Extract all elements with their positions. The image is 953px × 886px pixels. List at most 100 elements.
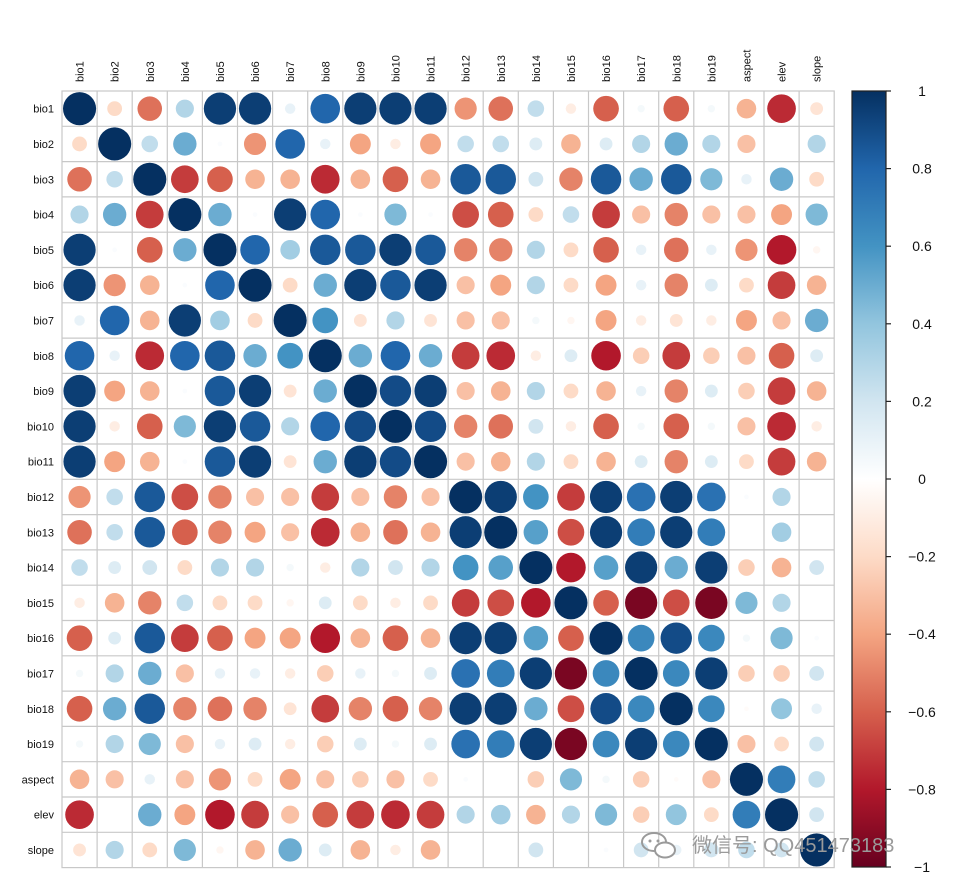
corr-circle-bio17-bio6	[249, 668, 261, 679]
corr-circle-bio6-bio3	[139, 275, 160, 295]
corr-circle-bio13-bio13	[484, 515, 518, 549]
corr-circle-bio1-bio4	[175, 99, 194, 118]
corr-circle-bio6-bio2	[103, 274, 126, 297]
corr-circle-bio18-bio18	[659, 692, 693, 726]
corr-circle-bio17-bio13	[486, 659, 515, 688]
corr-circle-elev-bio15	[561, 805, 581, 824]
colorbar-tick-label: 1	[918, 83, 926, 99]
corr-circle-bio3-bio7	[280, 169, 300, 190]
corr-circle-bio15-bio14	[521, 588, 551, 618]
corr-circle-bio12-bio8	[311, 483, 340, 511]
corr-circle-bio10-bio5	[203, 410, 237, 443]
corr-circle-bio16-bio13	[484, 622, 517, 655]
colorbar: 1 0.8 0.6 0.4 0.2 0 −0.2 −0.4 −0.6 −0.8 −1	[851, 83, 936, 875]
corr-circle-bio17-bio9	[355, 668, 366, 679]
corr-circle-bio16-slope	[814, 635, 819, 641]
corr-circle-bio15-bio2	[104, 593, 125, 613]
row-label-bio13: bio13	[27, 527, 54, 539]
corr-circle-bio6-bio5	[205, 270, 235, 300]
corr-circle-bio13-bio15	[557, 518, 585, 546]
corr-circle-bio10-bio10	[378, 409, 413, 443]
corr-circle-bio8-bio3	[135, 341, 165, 371]
row-label-bio19: bio19	[27, 739, 54, 751]
corr-circle-bio10-bio8	[310, 411, 341, 442]
corr-circle-bio15-bio16	[593, 590, 619, 616]
corr-circle-bio9-bio17	[635, 385, 647, 397]
col-label-bio16: bio16	[601, 55, 613, 82]
corr-circle-bio9-bio14	[526, 381, 545, 401]
corr-circle-bio7-elev	[772, 311, 791, 330]
corr-circle-bio16-bio12	[449, 622, 482, 655]
corr-circle-bio11-bio15	[563, 454, 579, 470]
corr-circle-elev-bio9	[346, 800, 375, 829]
corr-circle-bio19-bio13	[486, 730, 515, 758]
corr-circle-bio15-bio8	[318, 596, 332, 610]
corr-circle-elev-aspect	[732, 800, 761, 829]
corr-circle-bio5-bio5	[203, 233, 237, 267]
corr-circle-bio2-bio2	[98, 127, 132, 161]
corr-circle-bio8-elev	[768, 342, 795, 369]
row-label-bio5: bio5	[33, 245, 54, 257]
corr-circle-elev-bio10	[381, 800, 410, 829]
corr-circle-bio10-bio13	[488, 414, 514, 439]
colorbar-scale	[851, 90, 887, 868]
corr-circle-bio4-bio18	[664, 202, 688, 227]
corr-circle-bio3-bio6	[245, 169, 265, 190]
row-label-bio2: bio2	[33, 139, 54, 151]
circle-layer	[63, 92, 834, 867]
corr-circle-bio15-bio18	[662, 589, 690, 617]
corr-circle-slope-bio8	[318, 843, 332, 857]
corr-circle-bio9-bio10	[379, 375, 412, 407]
corr-circle-bio3-bio10	[382, 166, 409, 193]
corr-circle-bio12-bio1	[68, 485, 91, 509]
corr-circle-bio12-bio15	[557, 483, 585, 511]
corr-circle-bio14-bio18	[664, 555, 688, 580]
corr-circle-bio7-bio17	[635, 315, 647, 326]
corr-circle-bio9-aspect	[738, 382, 755, 400]
corr-circle-bio2-bio3	[141, 135, 159, 153]
corr-circle-bio7-bio5	[210, 310, 230, 331]
corr-circle-bio14-bio5	[210, 558, 230, 577]
corr-circle-bio18-bio17	[627, 695, 655, 723]
col-label-bio15: bio15	[566, 55, 578, 82]
col-label-bio13: bio13	[496, 55, 508, 82]
corr-circle-bio9-bio7	[283, 384, 297, 398]
corr-circle-bio12-bio18	[660, 480, 693, 514]
corr-circle-bio4-bio2	[102, 202, 127, 227]
corr-circle-bio17-bio8	[316, 665, 334, 682]
corr-circle-bio15-bio9	[352, 595, 368, 611]
corr-circle-bio16-bio8	[310, 623, 341, 653]
corr-circle-bio18-bio13	[484, 692, 517, 725]
corr-circle-bio19-bio16	[592, 730, 620, 758]
wechat-icon	[641, 832, 676, 859]
corr-circle-bio17-bio11	[424, 667, 437, 680]
colorbar-tick-label: −1	[914, 859, 930, 875]
corr-circle-bio11-bio1	[63, 445, 96, 478]
corr-circle-bio2-bio11	[420, 133, 442, 155]
corr-circle-bio1-bio7	[284, 103, 296, 114]
corr-circle-bio1-bio8	[310, 93, 341, 124]
corr-circle-bio1-bio15	[565, 103, 577, 114]
corr-circle-bio14-bio17	[625, 551, 658, 584]
corr-circle-bio13-bio16	[589, 516, 623, 549]
corr-circle-bio13-bio2	[106, 523, 123, 541]
corr-circle-bio11-bio16	[596, 451, 616, 472]
corr-circle-bio12-bio7	[281, 487, 300, 507]
corr-circle-bio17-bio5	[214, 668, 226, 679]
corr-circle-bio1-bio2	[107, 101, 123, 117]
corr-circle-bio10-bio19	[707, 422, 716, 431]
col-label-bio9: bio9	[355, 61, 367, 82]
corr-circle-bio16-bio10	[382, 625, 409, 651]
corr-circle-elev-bio7	[281, 805, 300, 824]
corr-circle-aspect-bio1	[69, 769, 90, 790]
corr-circle-bio13-bio19	[697, 518, 726, 547]
colorbar-tick-label: −0.6	[908, 704, 936, 720]
corr-circle-bio18-bio4	[173, 697, 197, 721]
corr-circle-bio5-bio15	[563, 242, 579, 258]
corr-circle-bio2-bio10	[390, 138, 401, 150]
corr-circle-elev-bio6	[241, 800, 269, 829]
corr-circle-aspect-bio3	[144, 774, 155, 785]
corr-circle-bio2-bio8	[320, 138, 331, 150]
corr-circle-bio1-bio13	[488, 96, 514, 121]
corr-circle-bio4-bio14	[528, 207, 544, 222]
